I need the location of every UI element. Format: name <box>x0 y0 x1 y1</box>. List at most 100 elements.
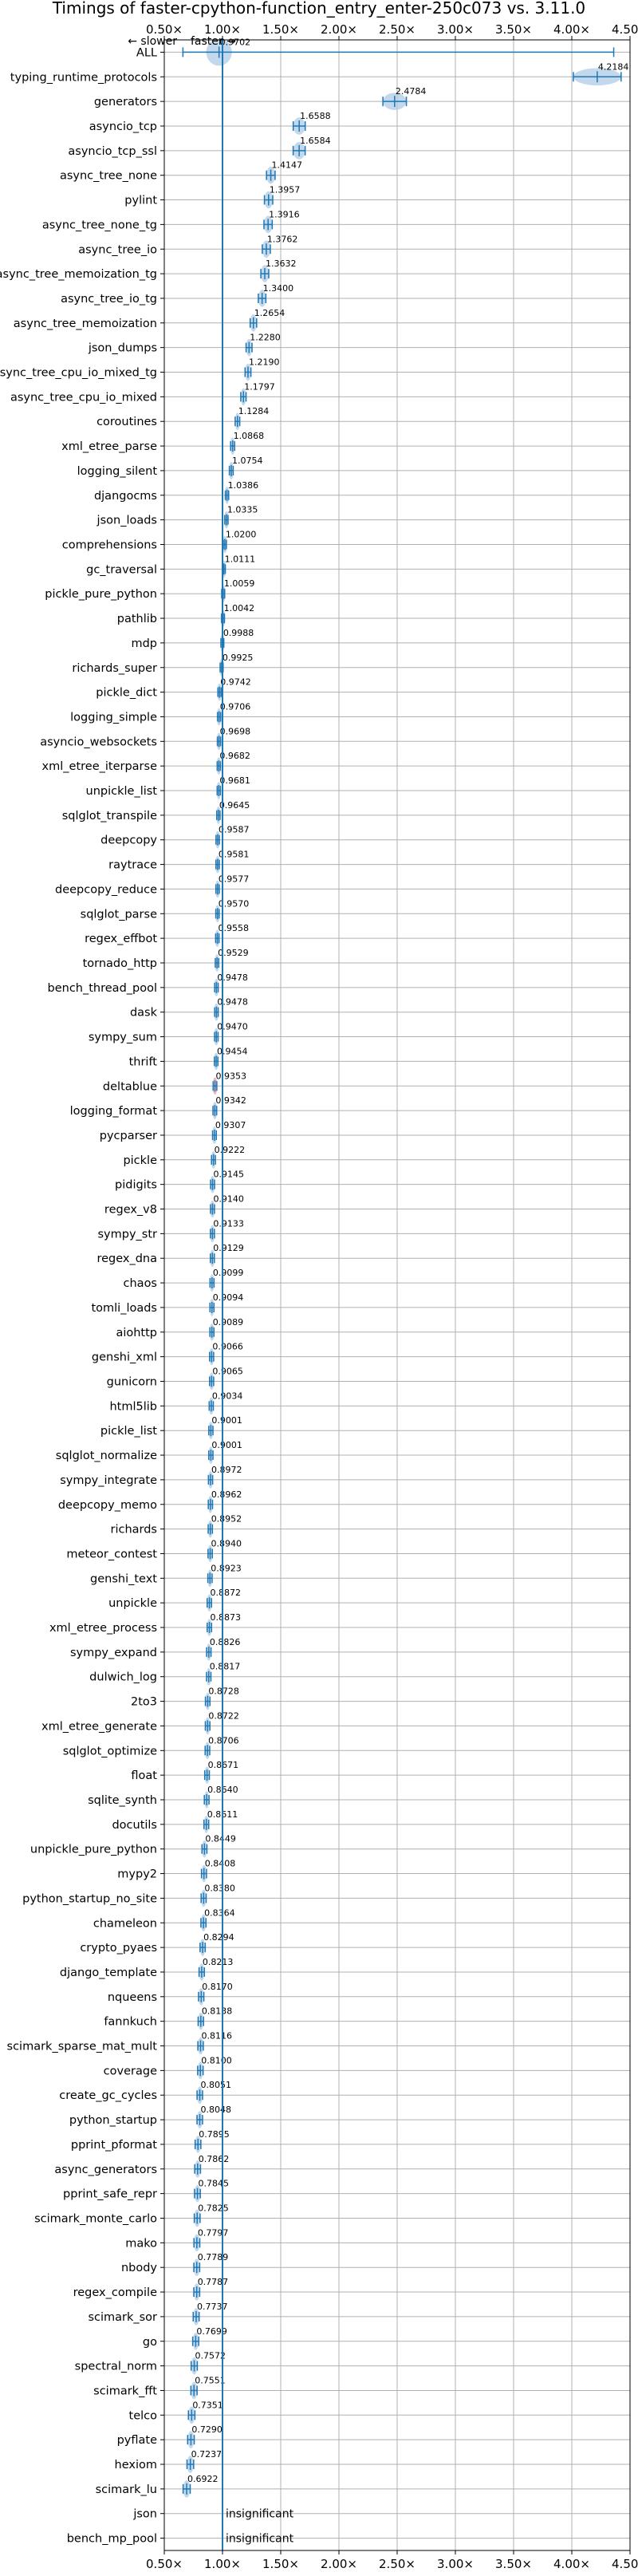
value-label: 0.7551 <box>195 2375 226 2385</box>
benchmark-name: thrift <box>129 1055 158 1068</box>
benchmark-name: aiohttp <box>116 1327 157 1339</box>
value-label: 0.9353 <box>216 1071 247 1081</box>
chart-title: Timings of faster-cpython-function_entry… <box>52 0 585 18</box>
benchmark-name: asyncio_tcp <box>89 120 157 133</box>
value-label: 0.9089 <box>213 1317 244 1327</box>
value-label: 0.9470 <box>217 1022 248 1032</box>
value-label: 0.9925 <box>223 653 254 663</box>
benchmark-name: async_tree_io <box>78 243 157 256</box>
value-label: 0.8923 <box>211 1563 242 1573</box>
benchmark-name: async_tree_io_tg <box>61 293 157 306</box>
benchmark-name: ALL <box>136 46 157 59</box>
y-axis-labels: ALL typing_runtime_protocols generators asy… <box>0 46 158 2545</box>
value-label: 0.9681 <box>219 775 250 786</box>
benchmark-name: pprint_pformat <box>71 2139 157 2152</box>
benchmark-name: pathlib <box>117 613 157 625</box>
x-tick-label: 1.00× <box>204 2557 241 2571</box>
benchmark-name: pyflate <box>117 2434 157 2447</box>
value-label: 0.9558 <box>219 923 250 933</box>
plot-frame <box>163 39 631 2551</box>
benchmark-name: tomli_loads <box>91 1302 157 1315</box>
x-tick-label: 2.00× <box>321 22 357 37</box>
value-label: 1.2280 <box>250 333 281 343</box>
value-label: 1.3632 <box>266 258 297 269</box>
benchmark-name: asyncio_tcp_ssl <box>68 145 157 158</box>
insignificant-label: insignificant <box>226 2508 294 2521</box>
benchmark-name: nbody <box>121 2262 157 2274</box>
value-label: 0.9454 <box>217 1046 248 1056</box>
value-label: 1.0868 <box>234 431 265 441</box>
value-label: 0.7789 <box>198 2252 229 2262</box>
benchmark-name: bench_thread_pool <box>48 982 157 995</box>
value-label: 1.0111 <box>225 554 256 564</box>
value-label: 0.8962 <box>211 1489 242 1500</box>
value-label: 0.9099 <box>213 1268 244 1278</box>
value-label: 0.9581 <box>219 850 250 860</box>
x-tick-label: 0.50× <box>146 22 183 37</box>
benchmark-name: json <box>132 2508 157 2521</box>
benchmark-name: typing_runtime_protocols <box>10 71 157 84</box>
benchmark-name: pickle_pure_python <box>45 588 157 601</box>
benchmark-name: pylint <box>124 195 157 207</box>
benchmark-name: create_gc_cycles <box>59 2089 157 2102</box>
benchmark-name: mdp <box>131 637 157 650</box>
value-label: 0.9698 <box>220 726 251 736</box>
benchmark-name: meteor_contest <box>66 1548 157 1560</box>
benchmark-name: sympy_integrate <box>60 1474 157 1487</box>
x-tick-label: 3.00× <box>437 22 474 37</box>
benchmark-name: python_startup_no_site <box>22 1892 157 1905</box>
value-label: 0.7737 <box>197 2302 228 2312</box>
value-label: 1.0042 <box>224 603 255 613</box>
benchmark-name: 2to3 <box>131 1696 157 1709</box>
value-label: 0.9478 <box>217 997 248 1008</box>
x-tick-label: 1.50× <box>262 22 299 37</box>
value-label: 0.8051 <box>201 2080 232 2090</box>
value-label: 0.9342 <box>215 1095 246 1106</box>
value-label: 0.8408 <box>205 1859 236 1869</box>
x-tick-label: 2.50× <box>379 2557 415 2571</box>
value-label: 0.9570 <box>219 898 250 909</box>
value-label: 0.9645 <box>219 800 250 811</box>
benchmark-name: json_dumps <box>88 342 157 355</box>
value-label: 1.4147 <box>272 160 303 171</box>
benchmark-name: python_startup <box>69 2114 157 2127</box>
benchmark-name: xml_etree_parse <box>61 440 157 453</box>
benchmark-name: logging_silent <box>77 465 158 478</box>
value-label: 1.3957 <box>270 185 301 195</box>
value-label: 1.3916 <box>269 209 300 219</box>
benchmark-name: pidigits <box>115 1179 157 1192</box>
value-label: 0.7862 <box>199 2154 230 2164</box>
value-label: 4.2184 <box>598 61 629 72</box>
benchmark-name: fannkuch <box>104 2016 157 2029</box>
benchmark-name: unpickle_pure_python <box>30 1844 157 1856</box>
value-label: 0.9094 <box>213 1292 244 1303</box>
benchmark-name: async_tree_none <box>60 170 157 183</box>
benchmark-name: xml_etree_iterparse <box>42 760 158 773</box>
benchmark-name: deepcopy_reduce <box>55 883 157 896</box>
value-label: 0.9587 <box>219 825 250 835</box>
value-label: 1.1284 <box>238 406 270 416</box>
x-tick-label: 4.00× <box>553 2557 590 2571</box>
value-label: 1.1797 <box>244 381 275 392</box>
benchmark-name: comprehensions <box>62 538 157 551</box>
insignificant-label: insignificant <box>226 2533 294 2546</box>
value-label: 0.9034 <box>212 1391 243 1401</box>
benchmark-name: async_tree_memoization_tg <box>0 268 157 281</box>
value-label: 0.7797 <box>198 2227 228 2238</box>
benchmark-name: scimark_sor <box>88 2311 157 2324</box>
value-label: 0.8940 <box>211 1538 242 1548</box>
benchmark-name: html5lib <box>109 1400 157 1413</box>
value-label: 1.0200 <box>226 529 257 539</box>
value-label: 0.8449 <box>205 1834 236 1844</box>
benchmark-name: coverage <box>104 2065 157 2077</box>
benchmark-name: async_generators <box>54 2164 157 2176</box>
value-label: 0.8952 <box>211 1514 242 1525</box>
benchmark-name: raytrace <box>108 859 157 872</box>
benchmark-name: crypto_pyaes <box>80 1942 157 1955</box>
value-label: 0.8213 <box>203 1957 233 1967</box>
value-label: 0.9129 <box>213 1243 244 1253</box>
value-label: 0.8873 <box>211 1612 242 1623</box>
value-label: 0.9066 <box>212 1342 243 1352</box>
value-label: 1.2654 <box>254 308 286 318</box>
benchmark-name: logging_simple <box>70 711 157 724</box>
